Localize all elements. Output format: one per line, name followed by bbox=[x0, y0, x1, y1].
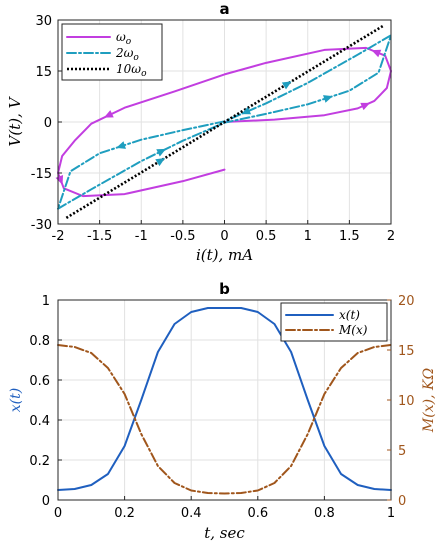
legend-box bbox=[61, 23, 163, 81]
legend: x(t)M(x) bbox=[280, 302, 388, 342]
direction-arrow bbox=[156, 148, 167, 157]
x-tick-label: 0.6 bbox=[247, 506, 268, 521]
legend-label: 10ωo bbox=[116, 62, 147, 79]
y-tick-label: 0 bbox=[42, 494, 50, 509]
y-tick-label: 0.8 bbox=[29, 334, 50, 349]
x-tick-label: 0.8 bbox=[314, 506, 335, 521]
legend-box bbox=[280, 302, 388, 342]
legend-label: M(x) bbox=[338, 323, 368, 337]
x-tick-label: -1 bbox=[135, 229, 148, 244]
y-tick-label: 30 bbox=[35, 14, 52, 29]
y-tick-label: 0.2 bbox=[29, 454, 50, 469]
x-tick-label: 0.4 bbox=[181, 506, 202, 521]
y-axis-label: V(t), V bbox=[6, 95, 24, 146]
legend-label: x(t) bbox=[339, 308, 360, 322]
y2-axis-label: M(x), KΩ bbox=[421, 368, 437, 434]
panel-b: 0 0.2 0.4 0.6 0.8 100.20.40.60.8105101520bt, … bbox=[8, 280, 437, 542]
legend-label: ωo bbox=[116, 30, 132, 47]
y-tick-label: 0.6 bbox=[29, 374, 50, 389]
x-tick-label: 1 bbox=[304, 229, 312, 244]
x-tick-label: 0 bbox=[54, 506, 62, 521]
series-line-1 bbox=[57, 307, 392, 491]
x-tick-label: -2 bbox=[52, 229, 65, 244]
x-axis-label: i(t), mA bbox=[196, 246, 253, 264]
direction-arrow bbox=[55, 175, 64, 185]
panel-title: b bbox=[219, 280, 230, 298]
direction-arrow bbox=[241, 106, 252, 115]
y-axis-label: x(t) bbox=[8, 388, 24, 412]
x-tick-label: 1.5 bbox=[339, 229, 360, 244]
x-tick-label: 0 bbox=[220, 229, 228, 244]
panel-a: -2 -1.5 -1 -0.5 0 0.5 1 1.5 2 -30 -15 0 15 30 a i(t), m… bbox=[6, 0, 395, 264]
y-tick-label: 1 bbox=[42, 294, 50, 309]
series-line-3 bbox=[65, 25, 384, 219]
y-tick-label: 0 bbox=[44, 116, 52, 131]
direction-arrow bbox=[323, 95, 333, 103]
direction-arrow bbox=[360, 102, 371, 111]
x-tick-label: 1 bbox=[387, 506, 395, 521]
x-tick-label: 2 bbox=[387, 229, 395, 244]
y2-tick-label: 20 bbox=[398, 294, 415, 309]
x-tick-label: -0.5 bbox=[170, 229, 195, 244]
direction-arrow bbox=[155, 158, 166, 167]
series-line-2 bbox=[57, 344, 392, 495]
direction-arrow bbox=[371, 49, 382, 58]
y-tick-label: 0.4 bbox=[29, 414, 50, 429]
x-tick-label: 0.5 bbox=[256, 229, 277, 244]
y-tick-label: 15 bbox=[35, 65, 52, 80]
x-axis-label: t, sec bbox=[204, 524, 245, 542]
y-tick-label: -15 bbox=[31, 167, 52, 182]
y2-tick-label: 5 bbox=[398, 444, 406, 459]
x-tick-label: -1.5 bbox=[87, 229, 112, 244]
y2-tick-label: 0 bbox=[398, 494, 406, 509]
direction-arrow bbox=[281, 81, 292, 90]
x-tick-label: 0.2 bbox=[114, 506, 135, 521]
y2-tick-label: 15 bbox=[398, 344, 415, 359]
direction-arrow bbox=[103, 110, 114, 118]
panel-title: a bbox=[219, 0, 229, 18]
legend-label: 2ωo bbox=[115, 46, 139, 63]
y-tick-label: -30 bbox=[31, 218, 52, 233]
y2-tick-label: 10 bbox=[398, 394, 415, 409]
direction-arrow bbox=[116, 141, 126, 149]
